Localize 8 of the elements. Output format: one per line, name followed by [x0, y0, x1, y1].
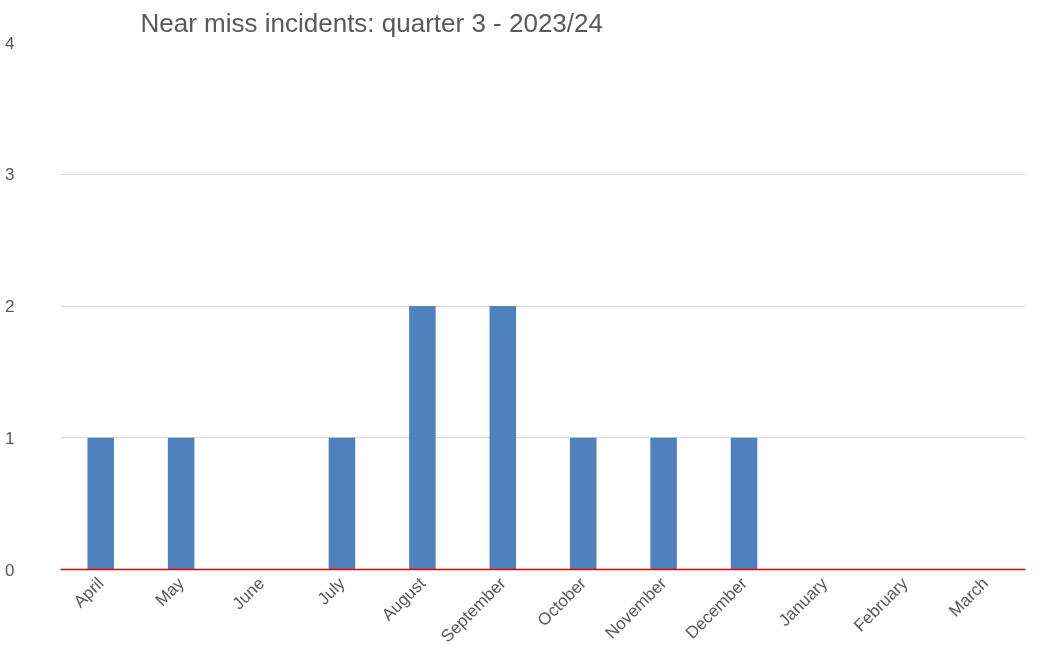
y-tick-label: 2 — [5, 297, 15, 316]
y-tick-label: 0 — [5, 560, 15, 580]
chart-title: Near miss incidents: quarter 3 - 2023/24 — [140, 7, 603, 38]
x-tick-label: July — [313, 573, 350, 609]
x-tick-label: May — [151, 573, 189, 610]
y-tick-label: 3 — [5, 165, 15, 185]
y-tick-label: 1 — [5, 428, 15, 448]
y-tick-label: 4 — [5, 33, 15, 53]
